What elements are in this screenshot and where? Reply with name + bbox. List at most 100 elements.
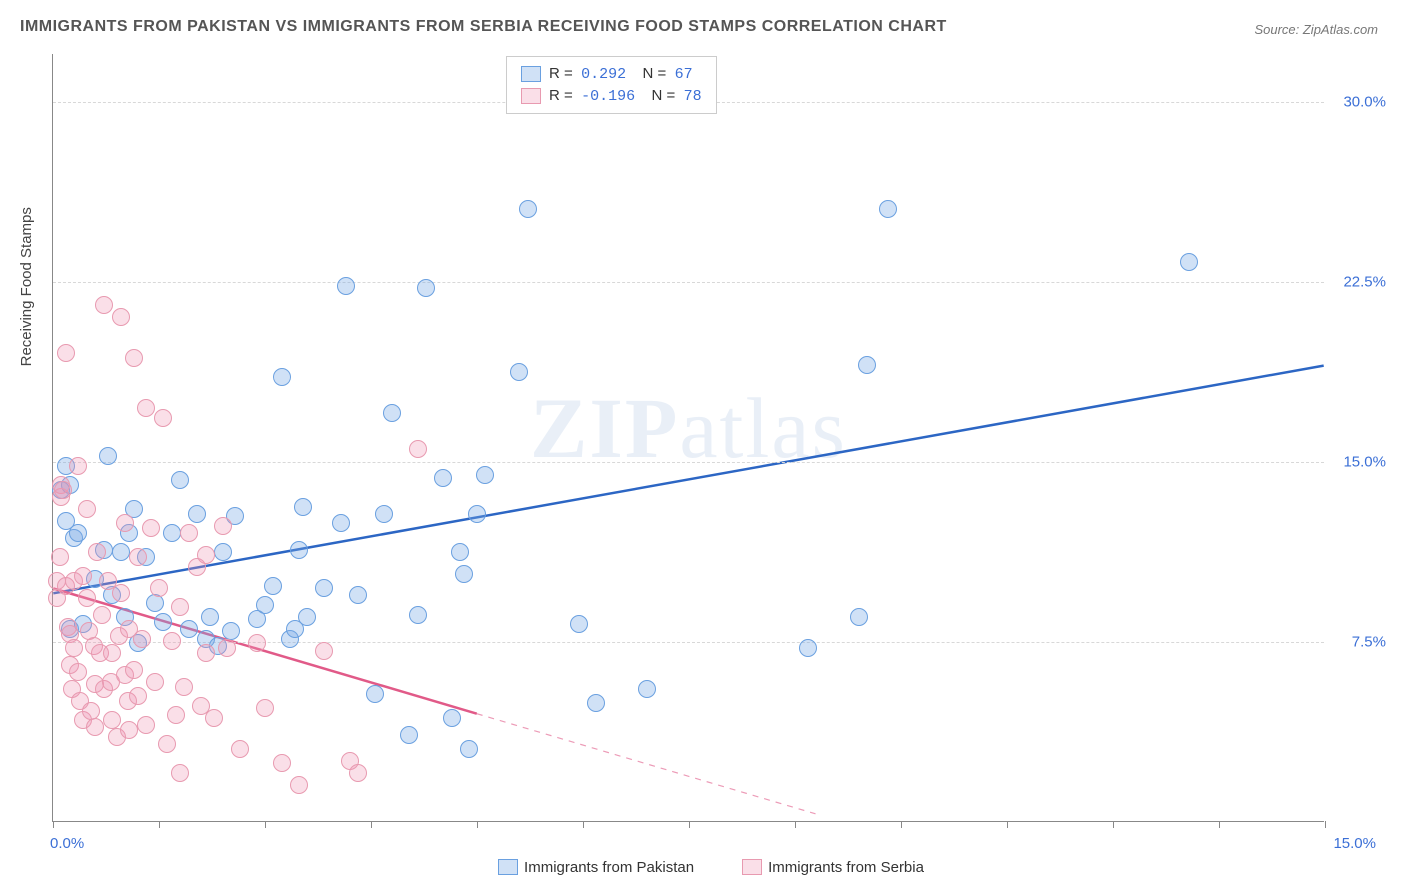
y-tick-label: 22.5% bbox=[1343, 274, 1386, 291]
data-point bbox=[167, 706, 185, 724]
legend-n-label: N = 78 bbox=[643, 87, 701, 105]
data-point bbox=[137, 399, 155, 417]
x-tick bbox=[689, 821, 690, 828]
data-point bbox=[383, 404, 401, 422]
y-tick-label: 7.5% bbox=[1352, 634, 1386, 651]
data-point bbox=[150, 579, 168, 597]
x-tick bbox=[265, 821, 266, 828]
data-point bbox=[171, 471, 189, 489]
chart-title: IMMIGRANTS FROM PAKISTAN VS IMMIGRANTS F… bbox=[20, 18, 947, 36]
data-point bbox=[434, 469, 452, 487]
data-point bbox=[315, 579, 333, 597]
gridline bbox=[53, 642, 1324, 643]
data-point bbox=[375, 505, 393, 523]
data-point bbox=[133, 630, 151, 648]
data-point bbox=[298, 608, 316, 626]
data-point bbox=[197, 644, 215, 662]
data-point bbox=[290, 541, 308, 559]
data-point bbox=[137, 716, 155, 734]
data-point bbox=[197, 546, 215, 564]
data-point bbox=[273, 368, 291, 386]
data-point bbox=[256, 699, 274, 717]
data-point bbox=[57, 344, 75, 362]
data-point bbox=[443, 709, 461, 727]
series-legend: Immigrants from PakistanImmigrants from … bbox=[0, 859, 1406, 876]
x-tick bbox=[159, 821, 160, 828]
data-point bbox=[409, 606, 427, 624]
data-point bbox=[850, 608, 868, 626]
data-point bbox=[99, 447, 117, 465]
data-point bbox=[366, 685, 384, 703]
gridline bbox=[53, 462, 1324, 463]
data-point bbox=[65, 639, 83, 657]
x-tick bbox=[583, 821, 584, 828]
legend-swatch bbox=[521, 66, 541, 82]
data-point bbox=[125, 661, 143, 679]
data-point bbox=[337, 277, 355, 295]
data-point bbox=[69, 663, 87, 681]
data-point bbox=[112, 543, 130, 561]
trend-lines-layer bbox=[53, 54, 1324, 821]
data-point bbox=[510, 363, 528, 381]
legend-swatch bbox=[521, 88, 541, 104]
data-point bbox=[218, 639, 236, 657]
data-point bbox=[154, 409, 172, 427]
x-tick bbox=[795, 821, 796, 828]
legend-r-label: R = -0.196 bbox=[549, 87, 635, 105]
data-point bbox=[455, 565, 473, 583]
data-point bbox=[570, 615, 588, 633]
x-tick bbox=[1219, 821, 1220, 828]
data-point bbox=[129, 687, 147, 705]
data-point bbox=[171, 764, 189, 782]
data-point bbox=[175, 678, 193, 696]
data-point bbox=[460, 740, 478, 758]
data-point bbox=[349, 586, 367, 604]
data-point bbox=[400, 726, 418, 744]
data-point bbox=[88, 543, 106, 561]
legend-r-label: R = 0.292 bbox=[549, 65, 626, 83]
data-point bbox=[103, 644, 121, 662]
data-point bbox=[69, 524, 87, 542]
x-axis-max-label: 15.0% bbox=[1333, 835, 1376, 852]
x-tick bbox=[901, 821, 902, 828]
x-tick bbox=[1007, 821, 1008, 828]
x-tick bbox=[477, 821, 478, 828]
legend-n-label: N = 67 bbox=[634, 65, 692, 83]
data-point bbox=[332, 514, 350, 532]
data-point bbox=[290, 776, 308, 794]
data-point bbox=[69, 457, 87, 475]
data-point bbox=[188, 505, 206, 523]
x-tick bbox=[1325, 821, 1326, 828]
x-tick bbox=[1113, 821, 1114, 828]
x-axis-min-label: 0.0% bbox=[50, 835, 84, 852]
trend-line bbox=[53, 366, 1323, 594]
legend-row: R = -0.196 N = 78 bbox=[521, 85, 702, 107]
trend-line-extrapolated bbox=[477, 714, 816, 814]
data-point bbox=[264, 577, 282, 595]
data-point bbox=[468, 505, 486, 523]
data-point bbox=[349, 764, 367, 782]
source-attribution: Source: ZipAtlas.com bbox=[1254, 22, 1378, 37]
data-point bbox=[248, 634, 266, 652]
data-point bbox=[858, 356, 876, 374]
data-point bbox=[86, 718, 104, 736]
data-point bbox=[799, 639, 817, 657]
data-point bbox=[638, 680, 656, 698]
gridline bbox=[53, 282, 1324, 283]
data-point bbox=[180, 620, 198, 638]
data-point bbox=[1180, 253, 1198, 271]
data-point bbox=[294, 498, 312, 516]
data-point bbox=[158, 735, 176, 753]
data-point bbox=[417, 279, 435, 297]
legend-item: Immigrants from Pakistan bbox=[482, 859, 694, 876]
x-tick bbox=[371, 821, 372, 828]
legend-swatch bbox=[498, 859, 518, 875]
data-point bbox=[476, 466, 494, 484]
data-point bbox=[129, 548, 147, 566]
data-point bbox=[112, 584, 130, 602]
data-point bbox=[116, 514, 134, 532]
data-point bbox=[163, 524, 181, 542]
data-point bbox=[180, 524, 198, 542]
data-point bbox=[171, 598, 189, 616]
data-point bbox=[78, 500, 96, 518]
